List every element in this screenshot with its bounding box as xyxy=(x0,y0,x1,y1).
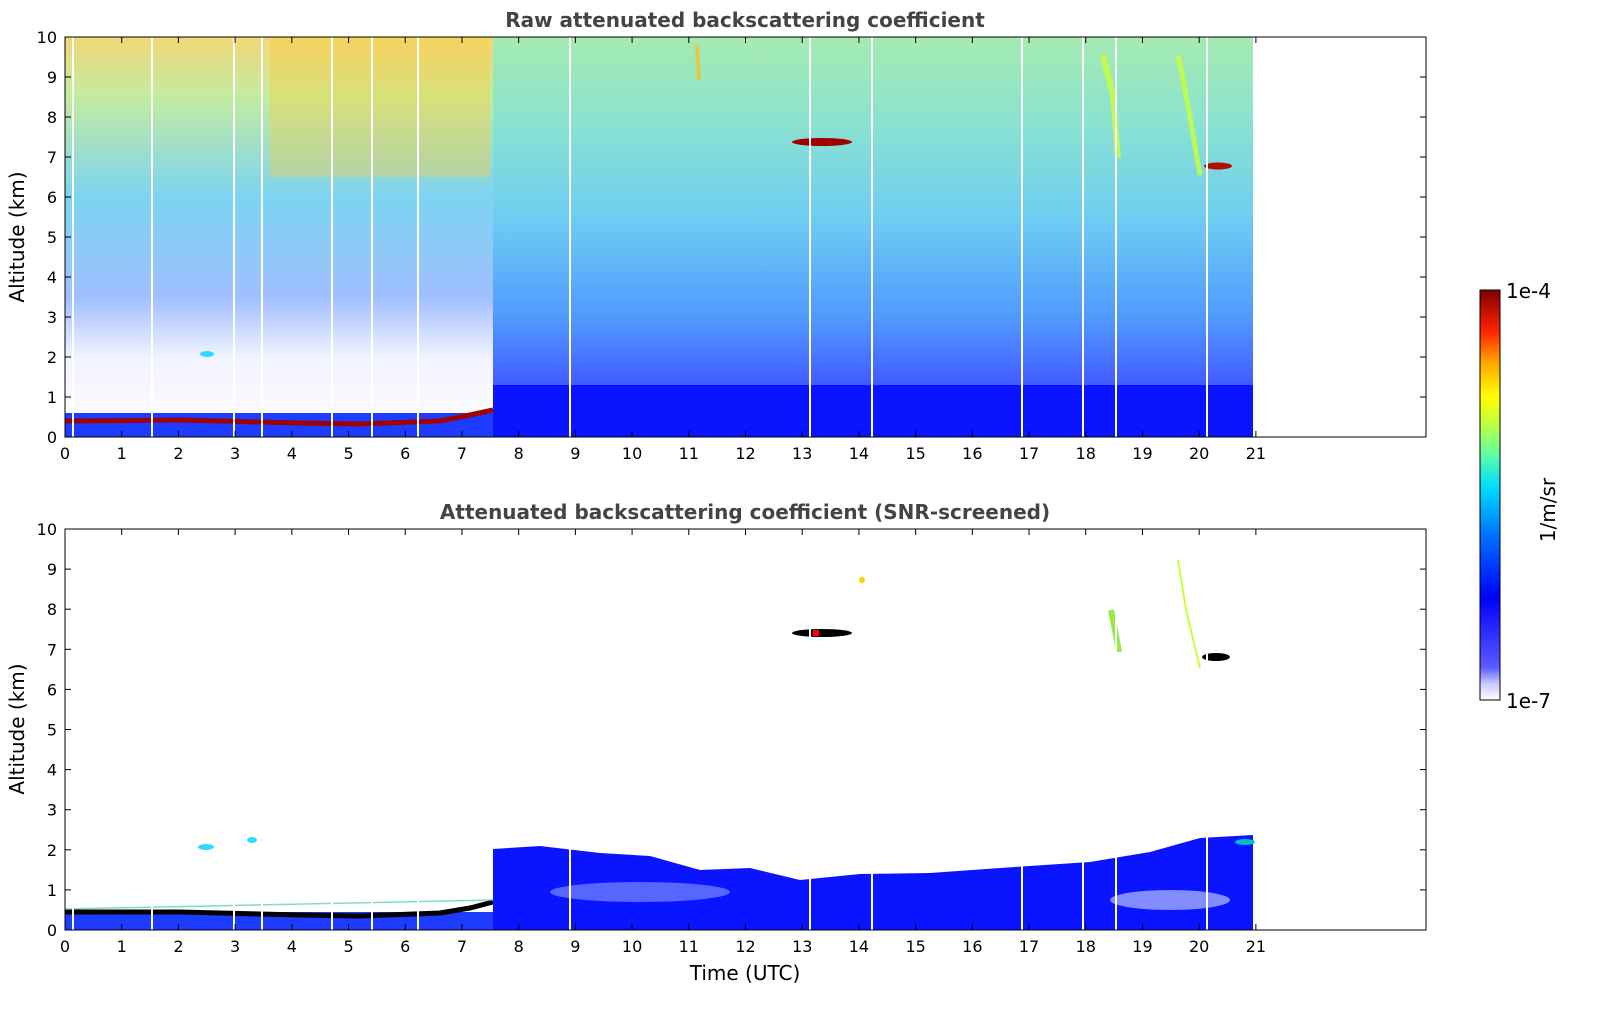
x-tick-label: 6 xyxy=(400,444,410,463)
x-tick-label: 5 xyxy=(343,937,353,956)
x-tick-label: 21 xyxy=(1246,937,1266,956)
x-tick-label: 16 xyxy=(962,937,982,956)
x-tick-label: 14 xyxy=(849,937,869,956)
y-tick-label: 10 xyxy=(37,28,57,47)
snr-screened-panel: Attenuated backscattering coefficient (S… xyxy=(5,500,1427,985)
x-tick-label: 4 xyxy=(287,444,297,463)
y-tick-label: 6 xyxy=(47,188,57,207)
x-tick-label: 11 xyxy=(679,937,699,956)
colorbar-min-label: 1e-7 xyxy=(1506,689,1551,713)
y-tick-label: 0 xyxy=(47,428,57,447)
raw-backscatter-panel: Raw attenuated backscattering coefficien… xyxy=(5,8,1427,463)
colorbar-gradient xyxy=(1479,289,1501,701)
y-tick-label: 1 xyxy=(47,388,57,407)
x-tick-label: 7 xyxy=(457,444,467,463)
x-tick-label: 13 xyxy=(792,937,812,956)
x-tick-label: 2 xyxy=(173,444,183,463)
raw-panel-title: Raw attenuated backscattering coefficien… xyxy=(505,8,985,32)
x-tick-label: 21 xyxy=(1246,444,1266,463)
y-tick-label: 2 xyxy=(47,348,57,367)
raw-axes: 0 1 2 3 4 5 6 7 8 9 10 11 12 13 14 15 16 17 18 19 20 21012345… xyxy=(5,28,1426,463)
y-axis-label: Altitude (km) xyxy=(5,663,29,794)
x-tick-label: 2 xyxy=(173,937,183,956)
colorbar-max-label: 1e-4 xyxy=(1506,279,1551,303)
x-tick-label: 15 xyxy=(905,444,925,463)
x-tick-label: 9 xyxy=(570,937,580,956)
x-tick-label: 6 xyxy=(400,937,410,956)
x-tick-label: 5 xyxy=(343,444,353,463)
x-tick-label: 13 xyxy=(792,444,812,463)
snr-axes: 0 1 2 3 4 5 6 7 8 9 10 11 12 13 14 15 16 17 18 19 20 21012345… xyxy=(5,520,1426,956)
x-axis-label: Time (UTC) xyxy=(689,961,801,985)
y-tick-label: 9 xyxy=(47,68,57,87)
x-tick-label: 18 xyxy=(1076,937,1096,956)
y-tick-label: 7 xyxy=(47,640,57,659)
y-tick-label: 10 xyxy=(37,520,57,539)
x-tick-label: 10 xyxy=(622,444,642,463)
y-tick-label: 4 xyxy=(47,268,57,287)
y-tick-label: 5 xyxy=(47,721,57,740)
x-tick-label: 20 xyxy=(1189,937,1209,956)
x-tick-label: 8 xyxy=(514,937,524,956)
y-tick-label: 8 xyxy=(47,600,57,619)
y-tick-label: 5 xyxy=(47,228,57,247)
y-tick-label: 1 xyxy=(47,881,57,900)
x-tick-label: 3 xyxy=(230,937,240,956)
x-tick-label: 17 xyxy=(1019,937,1039,956)
x-tick-label: 7 xyxy=(457,937,467,956)
x-tick-label: 20 xyxy=(1189,444,1209,463)
y-tick-label: 0 xyxy=(47,921,57,940)
x-tick-label: 1 xyxy=(117,444,127,463)
y-axis-label: Altitude (km) xyxy=(5,171,29,302)
x-tick-label: 8 xyxy=(514,444,524,463)
x-tick-label: 4 xyxy=(287,937,297,956)
y-tick-label: 8 xyxy=(47,108,57,127)
x-tick-label: 12 xyxy=(735,937,755,956)
x-tick-label: 12 xyxy=(735,444,755,463)
snr-heatmap-image xyxy=(65,529,1426,930)
x-tick-label: 19 xyxy=(1132,937,1152,956)
x-tick-label: 15 xyxy=(905,937,925,956)
x-tick-label: 16 xyxy=(962,444,982,463)
colorbar: 1e-4 1e-7 1/m/sr xyxy=(1479,279,1560,713)
y-tick-label: 4 xyxy=(47,761,57,780)
y-tick-label: 2 xyxy=(47,841,57,860)
x-tick-label: 17 xyxy=(1019,444,1039,463)
y-tick-label: 9 xyxy=(47,560,57,579)
x-tick-label: 14 xyxy=(849,444,869,463)
colorbar-unit-label: 1/m/sr xyxy=(1536,477,1560,542)
y-tick-label: 7 xyxy=(47,148,57,167)
x-tick-label: 18 xyxy=(1076,444,1096,463)
x-tick-label: 19 xyxy=(1132,444,1152,463)
y-tick-label: 3 xyxy=(47,801,57,820)
x-tick-label: 11 xyxy=(679,444,699,463)
x-tick-label: 10 xyxy=(622,937,642,956)
snr-panel-title: Attenuated backscattering coefficient (S… xyxy=(440,500,1050,524)
x-tick-label: 0 xyxy=(60,444,70,463)
y-tick-label: 3 xyxy=(47,308,57,327)
x-tick-label: 0 xyxy=(60,937,70,956)
y-tick-label: 6 xyxy=(47,680,57,699)
x-tick-label: 9 xyxy=(570,444,580,463)
x-tick-label: 3 xyxy=(230,444,240,463)
x-tick-label: 1 xyxy=(117,937,127,956)
raw-heatmap-image xyxy=(65,37,1426,437)
